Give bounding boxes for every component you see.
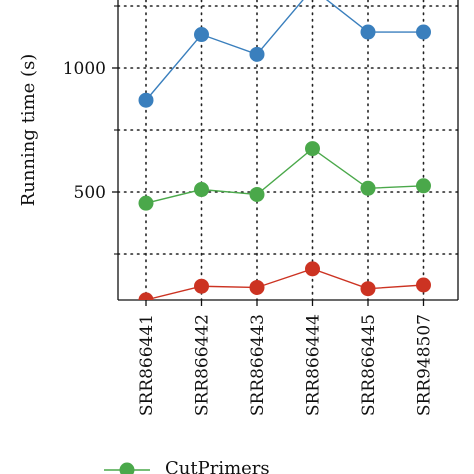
x-tick-label: SRR866444	[304, 314, 324, 416]
data-point	[360, 24, 376, 40]
x-tick-label: SRR866443	[248, 314, 268, 416]
data-point	[360, 180, 376, 196]
series-line	[145, 147, 424, 204]
data-point	[305, 261, 320, 277]
legend: CutPrimers	[104, 458, 270, 474]
data-point	[416, 277, 431, 293]
data-point	[249, 46, 265, 62]
x-tick-label: SRR866445	[359, 314, 379, 416]
y-axis-title: Running time (s)	[18, 54, 39, 207]
x-tick-label: SRR866442	[193, 314, 213, 416]
series-line	[145, 268, 424, 300]
data-point	[249, 279, 265, 295]
series-group	[138, 0, 431, 300]
data-point	[138, 92, 154, 108]
y-tick-label: 500	[74, 183, 106, 203]
data-point	[194, 182, 209, 198]
legend-marker	[119, 462, 135, 474]
tick-labels: 500 1000 SRR866441 SRR866442 SRR866443 SRR866…	[63, 59, 435, 416]
grid-lines	[117, 0, 459, 301]
data-point	[194, 27, 209, 43]
axes	[112, 0, 459, 306]
data-point	[138, 195, 154, 211]
legend-label: CutPrimers	[165, 458, 270, 474]
data-point	[249, 186, 265, 202]
x-tick-label: SRR948507	[415, 314, 435, 416]
series-2	[138, 261, 431, 300]
data-point	[416, 178, 431, 194]
data-point	[305, 141, 320, 157]
series-line	[145, 0, 424, 101]
data-point	[360, 281, 376, 297]
data-point	[138, 292, 154, 300]
x-tick-label: SRR866441	[137, 314, 157, 416]
series-0	[138, 0, 431, 108]
data-point	[194, 278, 209, 294]
data-point	[416, 24, 431, 40]
series-1	[138, 141, 431, 211]
y-tick-label: 1000	[63, 59, 106, 79]
